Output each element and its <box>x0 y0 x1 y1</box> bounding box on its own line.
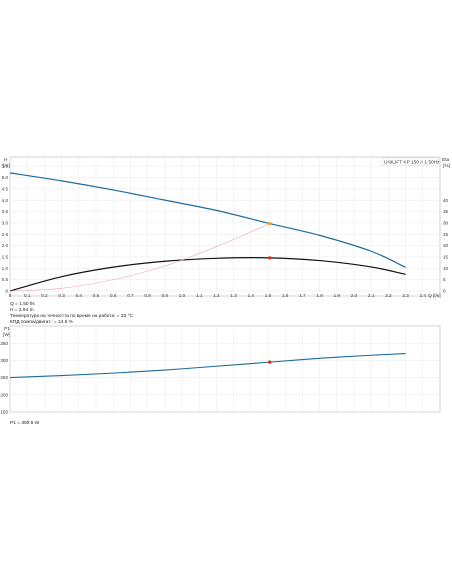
x-tick-label: 0.7 <box>127 293 134 298</box>
y-right-tick-label: 35 <box>443 209 449 214</box>
info-p1: P1 = 300.6 W <box>10 420 40 426</box>
y-left-tick-label: 1.0 <box>2 266 9 271</box>
power-duty-point-marker <box>268 360 272 364</box>
y-left-tick-label: 3.0 <box>2 220 9 225</box>
x-tick-label: 0.9 <box>162 293 169 298</box>
x-tick-label: 0.1 <box>24 293 31 298</box>
power-y-tick-label: 250 <box>0 375 8 380</box>
y-right-tick-label: 5 <box>443 277 446 282</box>
x-tick-label: 0 <box>9 293 12 298</box>
x-tick-label: 2.0 <box>351 293 358 298</box>
y-right-unit: [%] <box>443 163 450 169</box>
x-axis-label: Q [l/s] <box>428 293 441 299</box>
power-y-tick-label: 150 <box>0 410 8 415</box>
y-left-tick-label: 1.5 <box>2 255 9 260</box>
x-tick-label: 1.1 <box>196 293 203 298</box>
y-right-tick-label: 15 <box>443 255 449 260</box>
y-left-tick-label: 5.5 <box>2 164 9 169</box>
duty-point-marker <box>268 221 272 226</box>
x-tick-label: 1.9 <box>334 293 341 298</box>
x-tick-label: 2.4 <box>420 293 427 298</box>
duty-point-marker <box>268 256 272 260</box>
chart-title: UNILIFT KP 150 A 1 50Hz <box>384 160 440 166</box>
efficiency-curve <box>9 257 406 292</box>
x-tick-label: 1.5 <box>265 293 272 298</box>
x-tick-label: 2.2 <box>385 293 392 298</box>
x-tick-label: 1.4 <box>248 293 255 298</box>
power-y-tick-label: 300 <box>0 358 8 363</box>
power-y-label: P1 <box>4 326 10 332</box>
x-tick-label: 1.8 <box>316 293 323 298</box>
y-left-tick-label: 2.5 <box>2 232 9 237</box>
x-tick-label: 0.4 <box>76 293 83 298</box>
x-tick-label: 0.3 <box>58 293 65 298</box>
info-eff: КПД помпа/двигат.: = 14.5 % <box>10 319 74 325</box>
title-box <box>381 157 439 166</box>
y-right-label: Eta <box>442 157 450 163</box>
y-left-label: H <box>4 157 8 163</box>
y-right-tick-label: 25 <box>443 232 449 237</box>
head-curve <box>9 172 406 268</box>
power-y-tick-label: 350 <box>0 341 8 346</box>
info-h: H = 2.94 m <box>10 307 34 313</box>
x-tick-label: 2.3 <box>402 293 409 298</box>
y-right-tick-label: 10 <box>443 266 449 271</box>
y-left-tick-label: 5.0 <box>2 175 9 180</box>
y-left-tick-label: 0 <box>5 289 8 294</box>
x-tick-label: 0.8 <box>144 293 151 298</box>
y-right-tick-label: 20 <box>443 243 449 248</box>
y-left-tick-label: 3.5 <box>2 209 9 214</box>
x-tick-label: 1.3 <box>230 293 237 298</box>
y-left-tick-label: 0.5 <box>2 277 9 282</box>
y-right-tick-label: 40 <box>443 198 449 203</box>
y-right-tick-label: 30 <box>443 220 449 225</box>
x-tick-label: 1.2 <box>213 293 220 298</box>
info-q: Q = 1.50 l/s <box>10 301 35 307</box>
x-tick-label: 0.2 <box>41 293 48 298</box>
power-curve <box>9 352 406 379</box>
x-tick-label: 1.7 <box>299 293 306 298</box>
x-tick-label: 1.0 <box>179 293 186 298</box>
x-tick-label: 0.6 <box>110 293 117 298</box>
x-tick-label: 1.6 <box>282 293 289 298</box>
power-plot-frame <box>9 325 441 413</box>
x-tick-label: 2.1 <box>368 293 375 298</box>
y-left-tick-label: 4.0 <box>2 198 9 203</box>
y-right-tick-label: 0 <box>443 289 446 294</box>
info-temp: Температура на течността по време на раб… <box>10 313 134 319</box>
y-left-tick-label: 4.5 <box>2 186 9 191</box>
power-y-tick-label: 200 <box>0 392 8 397</box>
power-y-unit: [W] <box>3 332 10 338</box>
y-left-unit: [m] <box>3 163 10 169</box>
main-plot-frame <box>9 156 441 297</box>
system-curve <box>9 223 270 292</box>
y-left-tick-label: 2.0 <box>2 243 9 248</box>
x-tick-label: 0.5 <box>93 293 100 298</box>
